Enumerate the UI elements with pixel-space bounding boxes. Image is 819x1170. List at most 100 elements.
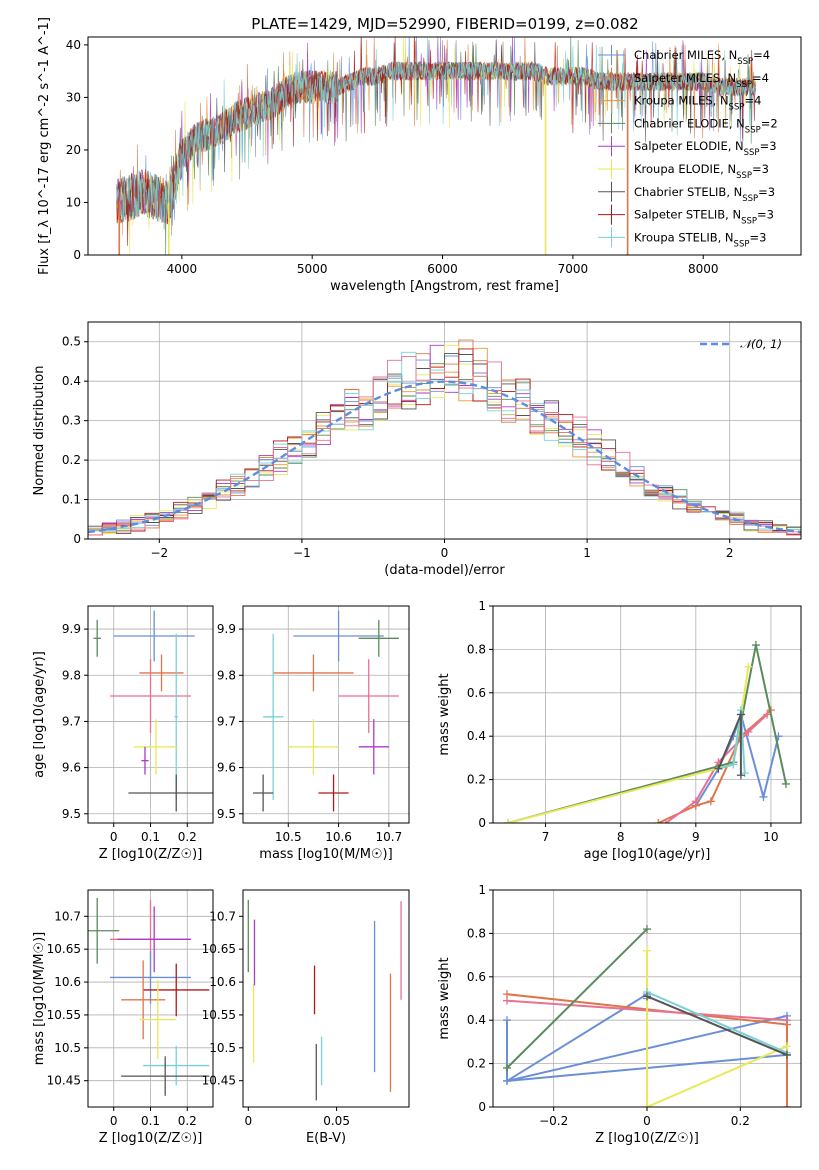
y-tick-label: 10.55 <box>47 1008 81 1022</box>
plot-area <box>88 897 210 1096</box>
y-tick-label: 9.8 <box>62 668 81 682</box>
weight-marker <box>503 1076 511 1085</box>
axes-frame <box>87 605 214 824</box>
x-axis-label: Z [log10(Z/Z☉)] <box>99 1131 203 1146</box>
x-tick-label: 0.05 <box>323 1114 350 1128</box>
panel-weight-vs-Z: −0.2 0 0.2 0 0.2 0.4 0.6 0.8 1 Z [log10(Z/Z☉)] mas… <box>437 883 802 1146</box>
legend-subscript: SSP <box>736 171 752 181</box>
y-tick-label: 9.8 <box>217 668 236 682</box>
legend-subscript: SSP <box>745 125 761 135</box>
panel-age-vs-Z: 0 0.1 0.2 9.5 9.6 9.7 9.8 9.9 Z [log10(Z/Z☉)] age… <box>32 605 214 862</box>
weight-marker <box>736 710 745 719</box>
legend-subscript: SSP <box>741 217 757 227</box>
weight-series <box>694 711 780 807</box>
weight-marker <box>744 662 753 671</box>
normal-curve <box>88 380 801 534</box>
x-tick-label: −1 <box>293 546 311 560</box>
y-tick-label: 20 <box>66 143 81 157</box>
x-tick-label: 0 <box>110 1114 118 1128</box>
y-tick-label: 10.65 <box>202 942 236 956</box>
legend-subscript: SSP <box>736 80 752 90</box>
panel-mass-vs-Z: 0 0.1 0.2 10.45 10.5 10.55 10.6 10.65 10.7 Z [log… <box>32 889 214 1146</box>
y-axis-label: mass weight <box>437 957 452 1039</box>
weight-marker <box>503 996 511 1005</box>
y-tick-label: 0.4 <box>467 1013 486 1027</box>
plot-area <box>116 37 756 255</box>
y-tick-label: 10.55 <box>202 1008 236 1022</box>
x-tick-label: 0.2 <box>731 1114 750 1128</box>
legend-label: 𝒩(0, 1) <box>740 337 782 351</box>
weight-marker <box>643 925 651 934</box>
x-tick-label: 10.6 <box>325 830 352 844</box>
y-tick-label: 9.5 <box>217 807 236 821</box>
weight-marker <box>691 797 700 806</box>
legend-label: Kroupa STELIB, NSSP=3 <box>634 230 766 249</box>
x-tick-label: 0 <box>643 1114 651 1128</box>
y-tick-label: 9.9 <box>217 622 236 636</box>
panel-mass-vs-EBV: 0 0.05 10.45 10.5 10.55 10.6 10.65 10.7 E(B-V) <box>202 889 410 1146</box>
weight-marker <box>763 710 772 719</box>
y-tick-label: 0.6 <box>467 686 486 700</box>
x-tick-label: −2 <box>150 546 168 560</box>
y-tick-label: 0.1 <box>62 493 81 507</box>
weight-marker <box>736 771 745 780</box>
x-tick-label: 8 <box>617 830 625 844</box>
legend-label: Salpeter ELODIE, NSSP=3 <box>634 139 777 158</box>
y-tick-label: 10.6 <box>54 975 81 989</box>
y-axis-label: mass weight <box>437 673 452 755</box>
x-axis-label: E(B-V) <box>306 1131 346 1146</box>
weight-marker <box>503 1016 511 1025</box>
y-tick-label: 10.65 <box>47 942 81 956</box>
legend-suffix: =4 <box>753 48 770 62</box>
axes-frame <box>87 321 802 540</box>
plot-area <box>88 339 801 536</box>
y-tick-label: 0.4 <box>62 374 81 388</box>
legend-label: Chabrier ELODIE, NSSP=2 <box>634 116 778 135</box>
x-tick-label: 7000 <box>558 262 589 276</box>
y-tick-label: 10.7 <box>54 909 81 923</box>
weight-marker <box>706 797 715 806</box>
y-tick-label: 1 <box>478 883 486 897</box>
axes-frame <box>87 889 214 1108</box>
legend-subscript: SSP <box>734 239 750 249</box>
x-tick-label: 5000 <box>297 262 328 276</box>
x-tick-label: 7 <box>542 830 550 844</box>
y-tick-label: 0.2 <box>62 453 81 467</box>
weight-series <box>718 710 746 774</box>
weight-marker <box>744 727 753 736</box>
weight-marker <box>503 1063 511 1072</box>
legend-suffix: =4 <box>744 94 761 108</box>
weight-marker <box>654 819 663 823</box>
legend-suffix: =2 <box>761 116 778 130</box>
panels: 4000 5000 6000 7000 8000010203040wavelength … <box>32 17 802 1146</box>
legend-label: Salpeter STELIB, NSSP=3 <box>634 208 774 227</box>
y-tick-label: 0.8 <box>467 642 486 656</box>
x-axis-label: age [log10(age/yr)] <box>584 847 711 862</box>
x-tick-label: 2 <box>726 546 734 560</box>
y-tick-label: 9.7 <box>62 714 81 728</box>
weight-series <box>507 644 787 823</box>
x-tick-label: 0.1 <box>141 830 160 844</box>
legend-suffix: =3 <box>757 208 774 222</box>
weight-marker <box>759 792 768 801</box>
y-tick-label: 10 <box>66 195 81 209</box>
axes-frame <box>492 889 802 1108</box>
y-tick-label: 0.2 <box>467 1057 486 1071</box>
x-tick-label: 0 <box>244 1114 252 1128</box>
plot-area <box>253 610 399 812</box>
x-tick-label: 1 <box>583 546 591 560</box>
axes-frame <box>87 36 802 256</box>
y-tick-label: 0 <box>478 816 486 830</box>
weight-marker <box>751 641 760 650</box>
x-tick-label: 10.7 <box>376 830 403 844</box>
y-tick-label: 0 <box>73 532 81 546</box>
legend-subscript: SSP <box>737 57 753 67</box>
y-tick-label: 9.5 <box>62 807 81 821</box>
weight-marker <box>783 1016 791 1025</box>
weight-marker <box>643 946 651 955</box>
x-tick-label: 0.2 <box>178 1114 197 1128</box>
y-tick-label: 10.5 <box>54 1041 81 1055</box>
legend: 𝒩(0, 1) <box>700 337 782 351</box>
plot-area <box>503 925 791 1107</box>
